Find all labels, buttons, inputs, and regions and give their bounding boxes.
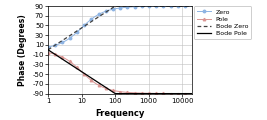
Pole [46,52,50,53]
Bode Pole [172,93,175,94]
Bode Pole [72,65,75,67]
Bode Pole [191,93,194,94]
Bode Zero [188,5,191,7]
Line: Zero: Zero [47,5,194,48]
Line: Bode Zero: Bode Zero [48,6,192,50]
Bode Pole [63,60,66,61]
Line: Pole: Pole [47,51,194,95]
Zero [172,5,175,7]
Bode Zero [172,5,175,7]
Bode Pole [46,49,50,51]
Bode Pole [188,93,191,94]
Bode Zero [108,9,111,10]
Bode Zero [72,33,75,34]
Bode Zero [63,38,66,40]
Pole [191,93,194,94]
Zero [191,5,194,7]
Pole [188,93,191,94]
Zero [63,41,66,42]
Bode Zero [46,49,50,51]
Zero [46,46,50,48]
Bode Pole [108,89,111,91]
Pole [172,93,175,94]
Line: Bode Pole: Bode Pole [48,50,192,94]
Bode Pole [113,93,117,94]
Zero [72,35,75,36]
Bode Zero [102,13,105,14]
Zero [102,11,105,13]
Bode Zero [191,5,194,7]
Zero [108,9,111,11]
Y-axis label: Phase (Degrees): Phase (Degrees) [18,14,27,86]
X-axis label: Frequency: Frequency [96,109,145,118]
Bode Zero [113,5,117,7]
Bode Pole [102,85,105,87]
Pole [72,63,75,65]
Zero [188,5,191,7]
Legend: Zero, Pole, Bode Zero, Bode Pole: Zero, Pole, Bode Zero, Bode Pole [194,6,251,39]
Pole [63,57,66,59]
Pole [102,87,105,88]
Pole [108,89,111,90]
